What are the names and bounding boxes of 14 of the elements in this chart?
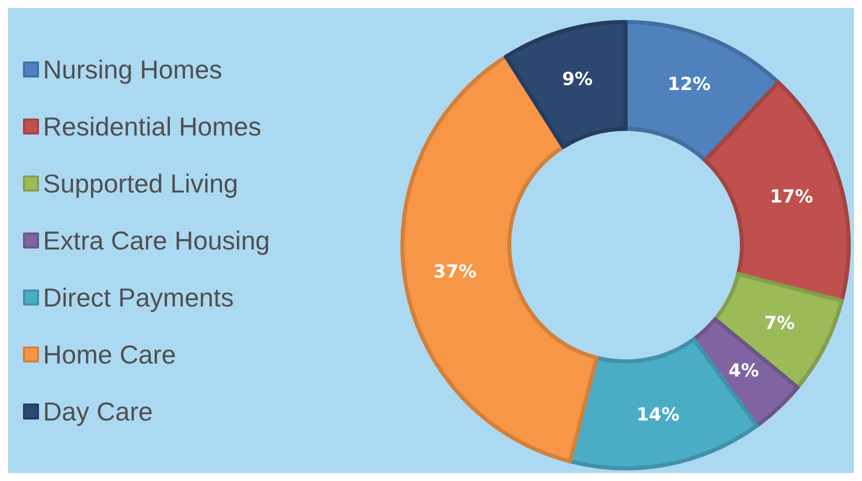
data-label: 12% (668, 74, 711, 96)
legend-label: Supported Living (43, 168, 238, 198)
legend-label: Residential Homes (43, 112, 262, 142)
data-label: 4% (728, 360, 760, 382)
data-label: 14% (636, 404, 680, 426)
legend-label: Direct Payments (43, 282, 234, 312)
legend-label: Nursing Homes (43, 54, 222, 84)
data-label: 17% (770, 186, 813, 208)
legend-label: Extra Care Housing (43, 226, 270, 256)
data-label: 37% (433, 262, 477, 283)
legend-label: Home Care (43, 340, 176, 370)
data-label: 9% (562, 68, 593, 90)
legend-label: Day Care (43, 396, 153, 426)
data-label: 7% (764, 313, 795, 334)
